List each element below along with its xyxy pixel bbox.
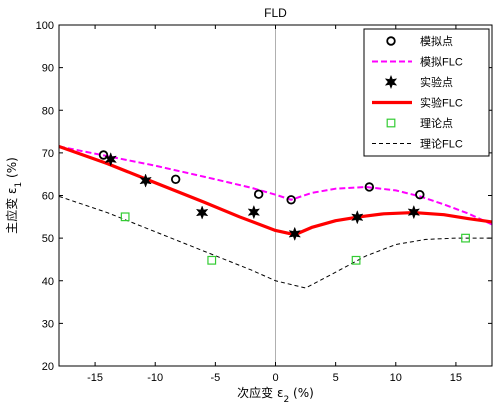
series-模拟FLC: [59, 145, 492, 226]
x-axis-label: 次应变 ε2 (%): [237, 385, 314, 405]
point-实验点-3: [247, 204, 261, 220]
series-实验FLC: [59, 144, 492, 237]
y-tick-label: 60: [42, 191, 54, 203]
legend-marker-模拟点: [386, 36, 396, 46]
chart-title: FLD: [264, 6, 287, 20]
series-line-理论FLC: [59, 195, 492, 289]
y-axis-label: 主应变 ε1 (%): [4, 157, 24, 234]
x-tick-label: 15: [450, 372, 462, 384]
legend-item-理论点: 理论点: [386, 116, 453, 130]
y-tick-label: 80: [42, 105, 54, 117]
point-模拟点-2: [253, 189, 264, 199]
x-tick-label: 10: [390, 372, 402, 384]
series-实验点: [104, 152, 421, 242]
legend-label-理论FLC: 理论FLC: [420, 137, 463, 151]
y-tick-label: 90: [42, 63, 54, 75]
legend-box: [363, 28, 490, 157]
point-实验点-5: [351, 210, 364, 225]
point-实验点-1: [139, 173, 152, 188]
legend-item-实验FLC: 实验FLC: [372, 96, 463, 110]
point-实验点-2: [195, 205, 209, 220]
point-理论点-1: [207, 255, 217, 265]
legend-item-模拟FLC: 模拟FLC: [372, 55, 463, 69]
legend-label-模拟点: 模拟点: [420, 34, 453, 48]
legend-item-模拟点: 模拟点: [386, 34, 453, 48]
x-tick-label: -10: [147, 372, 163, 384]
legend-label-实验FLC: 实验FLC: [420, 96, 463, 110]
point-实验点-4: [288, 226, 301, 242]
point-模拟点-1: [170, 174, 181, 185]
legend-marker-实验点: [384, 74, 398, 90]
series-line-模拟FLC: [59, 145, 492, 226]
y-tick-label: 50: [42, 233, 54, 245]
series-理论FLC: [59, 195, 492, 289]
y-tick-label: 30: [42, 318, 54, 330]
legend-label-实验点: 实验点: [420, 75, 453, 89]
y-tick-label: 40: [42, 276, 54, 288]
point-模拟点-0: [98, 150, 109, 160]
point-理论点-3: [461, 233, 470, 243]
point-实验点-6: [407, 204, 421, 220]
point-模拟点-5: [415, 189, 425, 200]
series-模拟点: [98, 150, 425, 205]
point-理论点-2: [351, 255, 361, 265]
series-理论点: [120, 212, 470, 265]
x-tick-label: 0: [272, 372, 278, 384]
y-tick-label: 70: [42, 148, 54, 160]
point-模拟点-3: [286, 195, 296, 205]
legend-label-理论点: 理论点: [420, 116, 453, 130]
legend-marker-理论点: [386, 118, 396, 128]
legend-item-实验点: 实验点: [384, 74, 453, 90]
point-实验点-0: [104, 152, 117, 167]
series-layer: [59, 144, 492, 289]
x-tick-label: -15: [87, 372, 103, 384]
point-模拟点-4: [364, 182, 375, 192]
series-line-实验FLC: [59, 144, 492, 237]
y-tick-label: 20: [42, 361, 54, 373]
point-理论点-0: [120, 212, 130, 222]
x-tick-label: 5: [333, 372, 339, 384]
legend-label-模拟FLC: 模拟FLC: [420, 55, 463, 69]
y-tick-label: 100: [36, 20, 54, 32]
tick-layer: -15 -10 -5 0 5 10 15 20 30 40 50 60 70 80 90 100: [36, 20, 492, 384]
x-tick-label: -5: [210, 372, 220, 384]
legend-item-理论FLC: 理论FLC: [372, 137, 463, 151]
